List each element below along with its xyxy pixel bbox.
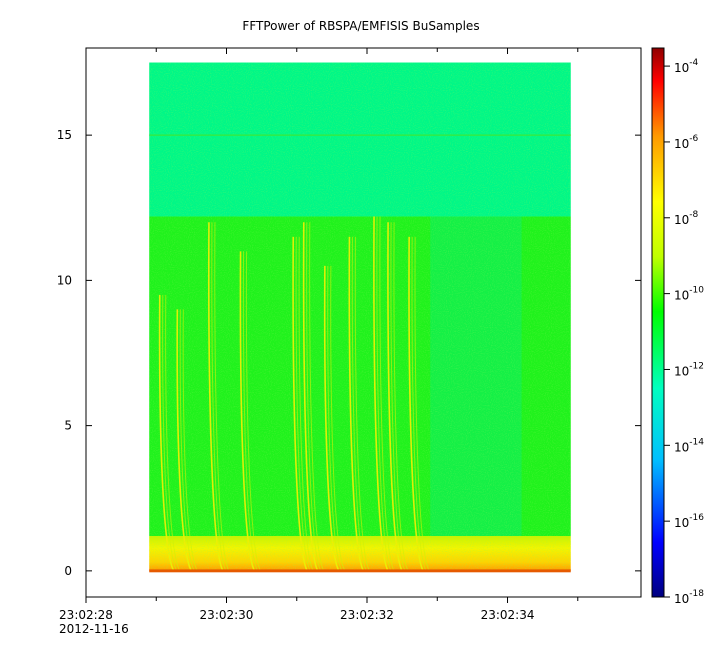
colorbar-gradient (651, 47, 665, 598)
colorbar: 10-4 10-6 10-8 10-10 10-12 10-14 10-16 10-18 (651, 47, 704, 606)
colorbar-tick-label: 10-8 (674, 210, 699, 227)
colorbar-tick-label: 10-10 (674, 286, 704, 303)
colorbar-ticks: 10-4 10-6 10-8 10-10 10-12 10-14 10-16 10-18 (664, 58, 704, 606)
colorbar-tick-label: 10-6 (674, 134, 699, 151)
chart-title: FFTPower of RBSPA/EMFISIS BuSamples (242, 19, 479, 33)
y-axis: 0 5 10 15 (57, 128, 641, 578)
colorbar-tick-label: 10-14 (674, 437, 704, 454)
speckle-texture (149, 62, 571, 571)
x-tick-label: 23:02:30 (200, 608, 254, 622)
colorbar-tick-label: 10-4 (674, 58, 699, 75)
colorbar-tick-label: 10-18 (674, 589, 704, 606)
y-tick-label: 5 (64, 419, 72, 433)
x-tick-label: 23:02:34 (481, 608, 535, 622)
x-tick-date-label: 2012-11-16 (59, 622, 129, 636)
x-tick-label: 23:02:28 (59, 608, 113, 622)
colorbar-tick-label: 10-16 (674, 513, 704, 530)
spectrogram-image (149, 62, 571, 573)
x-tick-label: 23:02:32 (340, 608, 394, 622)
y-tick-label: 10 (57, 273, 72, 287)
y-tick-label: 0 (64, 564, 72, 578)
colorbar-tick-label: 10-12 (674, 361, 704, 378)
baseline-band (149, 569, 571, 573)
y-tick-label: 15 (57, 128, 72, 142)
